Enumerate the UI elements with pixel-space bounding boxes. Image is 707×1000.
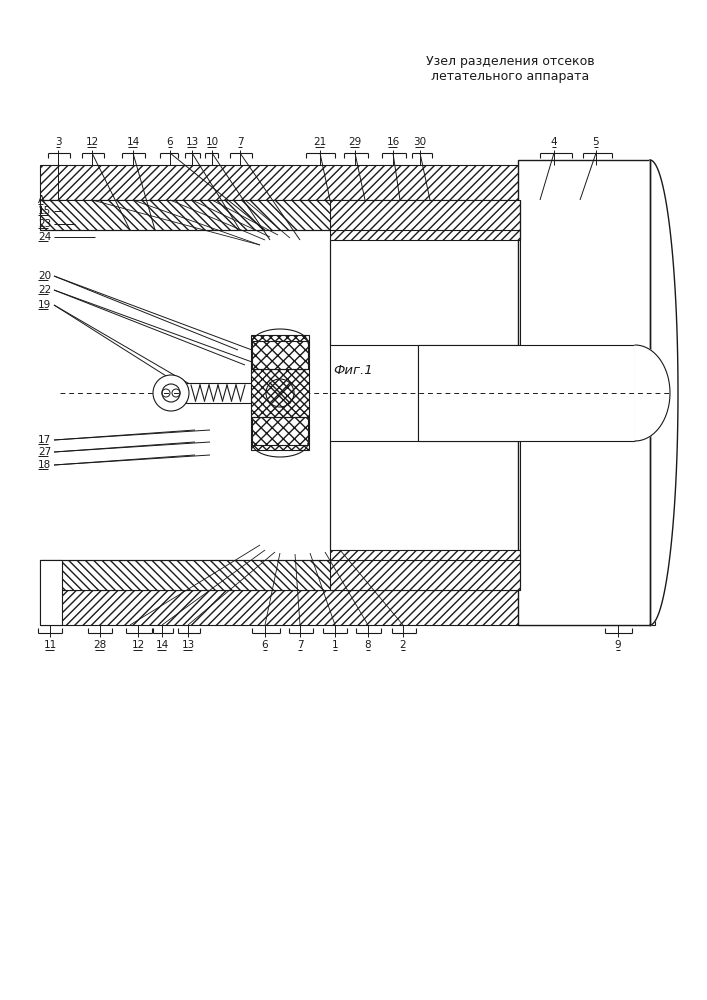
Bar — [330, 550, 520, 590]
Text: 10: 10 — [206, 137, 218, 147]
Bar — [418, 345, 635, 441]
Text: 21: 21 — [313, 137, 327, 147]
Text: 7: 7 — [297, 640, 303, 650]
Bar — [251, 335, 309, 450]
Bar — [330, 200, 520, 240]
Text: 9: 9 — [614, 640, 621, 650]
Bar — [40, 560, 62, 625]
Text: 13: 13 — [185, 137, 199, 147]
Bar — [518, 160, 650, 625]
Bar — [252, 417, 308, 445]
Bar — [40, 200, 335, 230]
Polygon shape — [650, 160, 678, 625]
Text: 1: 1 — [332, 640, 339, 650]
Text: 16: 16 — [386, 137, 399, 147]
Bar — [40, 165, 655, 200]
Text: 23: 23 — [38, 219, 51, 229]
Bar — [40, 560, 335, 590]
Text: 11: 11 — [43, 640, 57, 650]
Text: 18: 18 — [38, 460, 51, 470]
Text: 27: 27 — [38, 447, 51, 457]
Text: 15: 15 — [38, 206, 51, 216]
Text: 14: 14 — [127, 137, 139, 147]
Text: 12: 12 — [86, 137, 98, 147]
Text: 30: 30 — [414, 137, 426, 147]
Text: 12: 12 — [132, 640, 145, 650]
Text: Узел разделения отсеков
летательного аппарата: Узел разделения отсеков летательного апп… — [426, 55, 595, 83]
Text: 14: 14 — [156, 640, 169, 650]
Text: 20: 20 — [38, 271, 51, 281]
Text: 28: 28 — [93, 640, 107, 650]
Text: A: A — [38, 195, 45, 205]
Text: 29: 29 — [349, 137, 361, 147]
Text: 24: 24 — [38, 232, 51, 242]
Text: 19: 19 — [38, 300, 51, 310]
Bar — [252, 341, 308, 369]
Text: 6: 6 — [167, 137, 173, 147]
Text: 8: 8 — [365, 640, 371, 650]
Text: 22: 22 — [38, 285, 51, 295]
Text: 13: 13 — [182, 640, 194, 650]
Polygon shape — [635, 345, 670, 441]
Text: 7: 7 — [237, 137, 243, 147]
Text: 4: 4 — [551, 137, 557, 147]
Text: 5: 5 — [592, 137, 600, 147]
Text: 6: 6 — [262, 640, 269, 650]
Text: Фиг.1: Фиг.1 — [333, 363, 373, 376]
Bar — [186, 383, 251, 403]
Circle shape — [153, 375, 189, 411]
Bar — [40, 590, 655, 625]
Text: 17: 17 — [38, 435, 51, 445]
Text: 3: 3 — [54, 137, 62, 147]
Text: 2: 2 — [399, 640, 407, 650]
